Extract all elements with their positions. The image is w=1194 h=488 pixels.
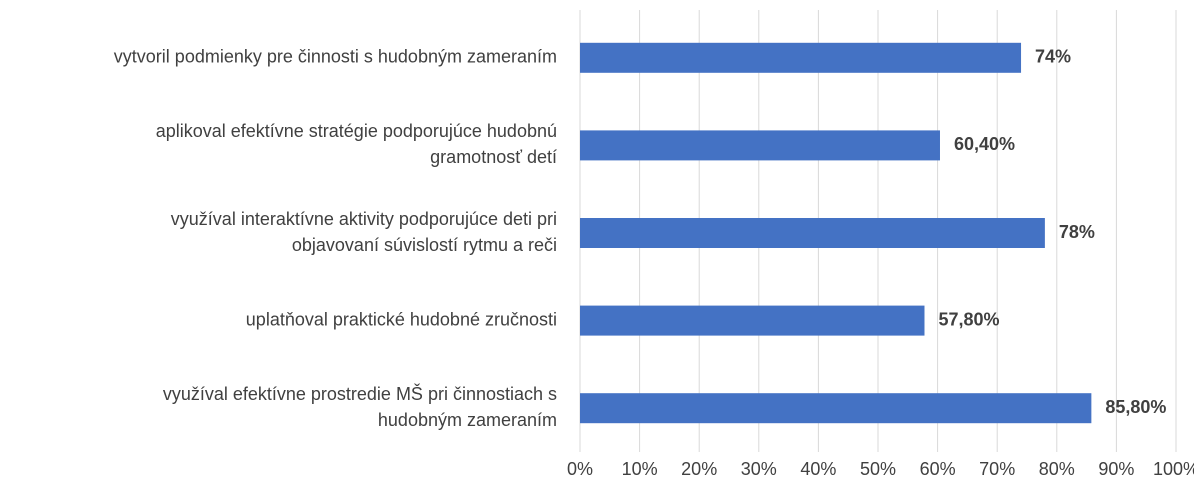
x-tick-label: 100% — [1153, 459, 1194, 479]
x-tick-label: 0% — [567, 459, 593, 479]
y-tick-label: hudobným zameraním — [378, 410, 557, 430]
bar — [580, 305, 925, 336]
data-label: 85,80% — [1105, 397, 1166, 417]
x-tick-label: 10% — [622, 459, 658, 479]
bar — [580, 42, 1022, 73]
bar — [580, 130, 940, 161]
x-tick-label: 30% — [741, 459, 777, 479]
bar — [580, 218, 1045, 248]
x-tick-label: 70% — [979, 459, 1015, 479]
bar — [580, 393, 1092, 424]
data-label: 74% — [1035, 47, 1071, 67]
y-tick-label: gramotnosť detí — [430, 147, 557, 167]
x-tick-label: 60% — [920, 459, 956, 479]
data-label: 60,40% — [954, 134, 1015, 154]
y-tick-label: vytvoril podmienky pre činnosti s hudobn… — [114, 47, 557, 67]
x-tick-label: 40% — [800, 459, 836, 479]
x-tick-label: 80% — [1039, 459, 1075, 479]
x-tick-label: 20% — [681, 459, 717, 479]
data-label: 57,80% — [938, 309, 999, 329]
y-tick-label: uplatňoval praktické hudobné zručnosti — [246, 309, 557, 329]
x-tick-label: 50% — [860, 459, 896, 479]
x-tick-label: 90% — [1098, 459, 1134, 479]
y-tick-label: aplikoval efektívne stratégie podporujúc… — [156, 121, 557, 141]
data-label: 78% — [1059, 222, 1095, 242]
y-tick-label: využíval efektívne prostredie MŠ pri čin… — [163, 383, 557, 404]
y-tick-label: objavovaní súvislostí rytmu a reči — [292, 235, 557, 255]
y-tick-label: využíval interaktívne aktivity podporujú… — [171, 209, 557, 229]
